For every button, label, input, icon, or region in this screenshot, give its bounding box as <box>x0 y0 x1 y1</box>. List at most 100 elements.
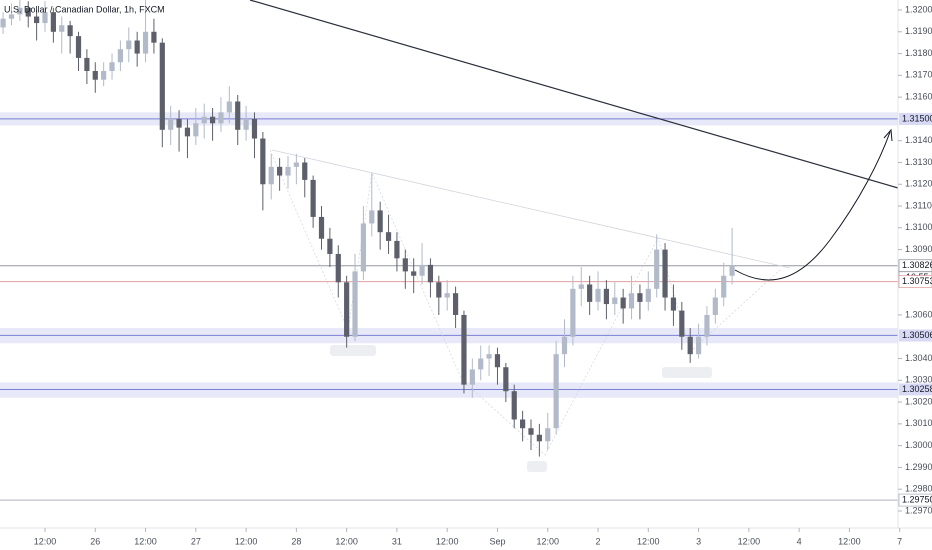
candle-body <box>268 166 274 185</box>
zones <box>0 112 898 501</box>
x-tick-label: 27 <box>191 536 201 546</box>
candle-body <box>511 391 517 420</box>
candle-body <box>654 249 660 289</box>
y-tick-label: 1.30400 <box>905 353 932 363</box>
y-tick-label: 1.31900 <box>905 26 932 36</box>
candle-body <box>444 293 450 298</box>
x-tick-label: 12:00 <box>738 536 761 546</box>
level-label-box <box>899 112 932 125</box>
candle-body <box>637 293 643 302</box>
candle-body <box>134 40 140 54</box>
candle-body <box>461 314 467 385</box>
candle-body <box>419 264 425 276</box>
level-label: 1.30753 <box>902 276 932 286</box>
x-tick-label: 12:00 <box>436 536 459 546</box>
pattern-label <box>330 345 376 356</box>
y-tick-label: 1.32000 <box>905 4 932 14</box>
x-tick-label: 28 <box>291 536 301 546</box>
y-tick-label: 1.31300 <box>905 157 932 167</box>
candle-body <box>260 138 266 185</box>
candle-body <box>92 70 98 80</box>
candle-body <box>503 367 509 392</box>
candle-body <box>251 118 258 139</box>
candle-body <box>695 336 702 355</box>
level-label-box <box>898 275 932 289</box>
level-label: 1.30826 <box>902 260 932 270</box>
candle-body <box>360 223 367 272</box>
candle-body <box>50 12 56 32</box>
level-zone <box>0 382 898 398</box>
candle-body <box>327 238 333 254</box>
candle-body <box>545 428 551 442</box>
candle-body <box>218 112 224 124</box>
x-tick-label: 4 <box>797 536 802 546</box>
arrow-head <box>883 128 893 142</box>
candle-body <box>704 314 710 337</box>
y-tick-label: 1.31400 <box>905 135 932 145</box>
candle-body <box>612 297 618 305</box>
candle-body <box>729 265 735 276</box>
y-tick-label: 1.31000 <box>905 222 932 232</box>
chart-title: U.S. Dollar / Canadian Dollar, 1h, FXCM <box>4 4 165 14</box>
x-tick-label: 12:00 <box>235 536 258 546</box>
candle-body <box>352 271 358 337</box>
candle-body <box>117 49 124 63</box>
level-label: 1.30258 <box>902 384 932 394</box>
candle-body <box>25 7 31 17</box>
pattern-label <box>527 461 547 472</box>
candle-body <box>561 336 568 355</box>
candle-body <box>385 232 392 241</box>
x-tick-label: 12:00 <box>335 536 358 546</box>
candle-body <box>168 118 174 130</box>
candle-body <box>528 428 534 435</box>
projection-arrow <box>734 131 891 281</box>
candles <box>0 0 735 457</box>
candle-body <box>151 31 157 43</box>
candle-body <box>176 118 182 128</box>
candle-body <box>587 284 593 302</box>
candle-body <box>369 210 375 224</box>
candle-body <box>553 354 559 429</box>
x-tick-label: 3 <box>696 536 701 546</box>
candle-body <box>402 258 408 272</box>
candle-body <box>8 14 15 19</box>
candle-body <box>520 419 526 429</box>
candle-body <box>17 7 23 15</box>
candle-body <box>302 162 308 180</box>
candle-body <box>645 288 651 302</box>
candle-body <box>536 434 542 442</box>
candle-body <box>59 25 65 32</box>
candle-body <box>109 62 115 71</box>
candle-body <box>34 16 40 24</box>
candle-body <box>67 25 73 37</box>
x-tick-label: 12:00 <box>536 536 559 546</box>
y-tick-label: 1.29700 <box>905 505 932 515</box>
y-tick-label: 1.31100 <box>905 200 932 210</box>
y-tick-label: 1.30000 <box>905 440 932 450</box>
y-tick-label: 1.30600 <box>905 309 932 319</box>
y-tick-label: 1.30900 <box>905 244 932 254</box>
y-tick-label: 1.30300 <box>905 375 932 385</box>
y-tick-label: 1.29900 <box>905 462 932 472</box>
candle-body <box>201 116 207 124</box>
x-tick-label: Sep <box>489 536 505 546</box>
candle-body <box>243 118 249 130</box>
candle-body <box>687 336 693 355</box>
candle-body <box>570 288 576 337</box>
candle-body <box>578 284 584 289</box>
candle-body <box>595 288 601 302</box>
candle-body <box>235 101 241 130</box>
drawings <box>249 0 899 472</box>
candle-body <box>394 240 400 259</box>
candle-body <box>436 282 442 298</box>
level-label-box <box>899 329 932 342</box>
candle-body <box>335 253 341 283</box>
x-tick-label: 2 <box>596 536 601 546</box>
axes: 1.32000 1.31900 1.31800 1.31700 1.31600 1.314… <box>34 4 932 546</box>
x-tick-label: 12:00 <box>34 536 57 546</box>
candle-body <box>427 264 434 283</box>
y-tick-label: 1.29800 <box>905 484 932 494</box>
neckline <box>271 149 791 269</box>
candle-body <box>712 297 718 315</box>
